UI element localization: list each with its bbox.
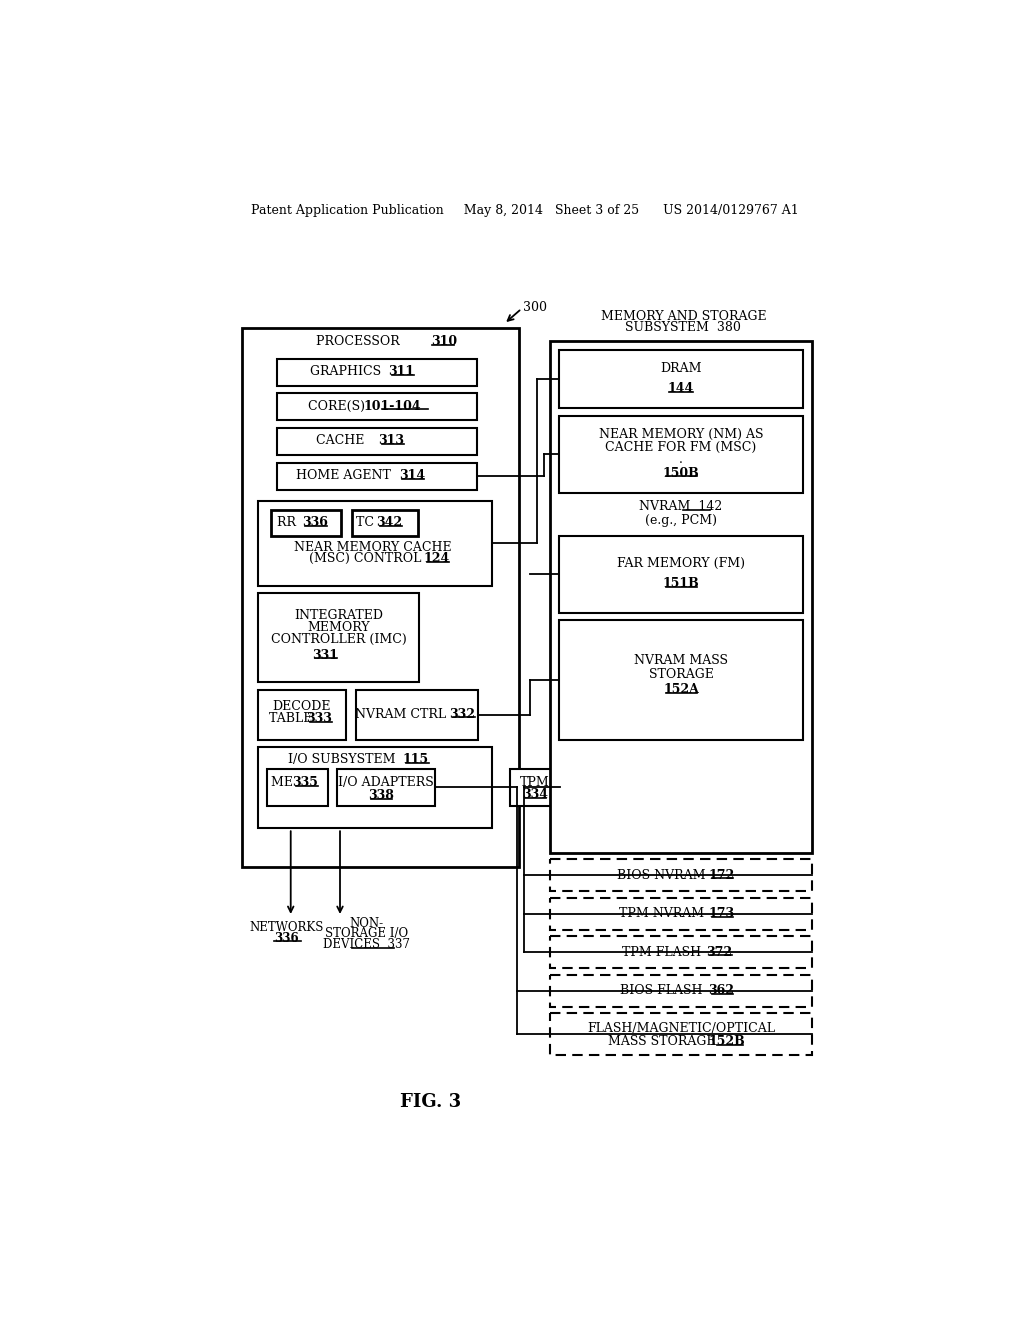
Bar xyxy=(267,770,329,807)
Text: 152B: 152B xyxy=(709,1035,745,1048)
Text: SUBSYSTEM  380: SUBSYSTEM 380 xyxy=(626,321,741,334)
Bar xyxy=(550,974,812,1007)
Text: 335: 335 xyxy=(293,776,318,789)
Text: STORAGE I/O: STORAGE I/O xyxy=(326,927,409,940)
Text: MEMORY AND STORAGE: MEMORY AND STORAGE xyxy=(601,310,766,323)
Text: 332: 332 xyxy=(450,708,475,721)
Bar xyxy=(550,936,812,969)
Text: 372: 372 xyxy=(707,945,733,958)
Bar xyxy=(550,859,812,891)
Text: TC: TC xyxy=(356,516,382,529)
Bar xyxy=(337,770,435,807)
Text: PROCESSOR: PROCESSOR xyxy=(315,335,408,348)
Bar xyxy=(271,511,341,536)
Text: NVRAM  142: NVRAM 142 xyxy=(639,500,723,513)
Text: 150B: 150B xyxy=(663,467,699,480)
Bar xyxy=(258,747,493,829)
Bar xyxy=(559,536,803,612)
Text: 152A: 152A xyxy=(664,684,699,696)
Text: 333: 333 xyxy=(306,713,332,726)
Text: (e.g., PCM): (e.g., PCM) xyxy=(645,513,717,527)
Text: TPM NVRAM: TPM NVRAM xyxy=(620,907,713,920)
Text: TPM: TPM xyxy=(520,776,550,789)
Text: 115: 115 xyxy=(402,754,428,767)
Bar xyxy=(352,511,418,536)
Text: NON-: NON- xyxy=(350,916,384,929)
Text: CORE(S): CORE(S) xyxy=(307,400,373,413)
Bar xyxy=(559,416,803,492)
Bar xyxy=(559,350,803,408)
Text: 172: 172 xyxy=(708,869,734,882)
Text: 338: 338 xyxy=(368,789,394,803)
Text: TABLE: TABLE xyxy=(269,713,321,726)
Text: 336: 336 xyxy=(302,516,328,529)
Text: GRAPHICS: GRAPHICS xyxy=(310,366,389,379)
Text: STORAGE: STORAGE xyxy=(648,668,714,681)
Bar xyxy=(276,393,477,420)
Text: NEAR MEMORY CACHE: NEAR MEMORY CACHE xyxy=(294,541,452,554)
Text: 144: 144 xyxy=(668,381,694,395)
Bar xyxy=(276,359,477,385)
Text: RR: RR xyxy=(278,516,304,529)
Bar xyxy=(550,1014,812,1056)
Bar xyxy=(258,502,493,586)
Text: NEAR MEMORY (NM) AS: NEAR MEMORY (NM) AS xyxy=(599,428,763,441)
Bar xyxy=(276,428,477,455)
Text: FAR MEMORY (FM): FAR MEMORY (FM) xyxy=(617,557,745,570)
Text: ME: ME xyxy=(271,776,301,789)
Text: CONTROLLER (IMC): CONTROLLER (IMC) xyxy=(270,634,407,647)
Text: FIG. 3: FIG. 3 xyxy=(400,1093,462,1110)
Text: TPM FLASH: TPM FLASH xyxy=(623,945,710,958)
Text: MASS STORAGE: MASS STORAGE xyxy=(608,1035,724,1048)
Text: CACHE FOR FM (MSC): CACHE FOR FM (MSC) xyxy=(605,441,757,454)
Text: 331: 331 xyxy=(312,648,338,661)
Text: 310: 310 xyxy=(431,335,457,348)
Text: HOME AGENT: HOME AGENT xyxy=(296,469,399,482)
Text: 342: 342 xyxy=(376,516,402,529)
Text: 362: 362 xyxy=(709,985,734,998)
Text: 151B: 151B xyxy=(663,577,699,590)
Bar xyxy=(258,689,346,739)
Bar xyxy=(510,770,560,807)
Bar xyxy=(550,898,812,929)
Text: INTEGRATED: INTEGRATED xyxy=(294,609,383,622)
Text: CACHE: CACHE xyxy=(316,434,373,447)
Text: DEVICES  337: DEVICES 337 xyxy=(324,939,411,952)
Bar xyxy=(258,594,419,682)
Text: 300: 300 xyxy=(523,301,547,314)
Text: I/O SUBSYSTEM: I/O SUBSYSTEM xyxy=(289,754,403,767)
Text: (MSC) CONTROL: (MSC) CONTROL xyxy=(309,552,429,565)
Text: MEMORY: MEMORY xyxy=(307,620,370,634)
Bar xyxy=(276,462,477,490)
Text: 311: 311 xyxy=(388,366,415,379)
Text: DECODE: DECODE xyxy=(272,700,331,713)
Bar xyxy=(356,689,478,739)
Text: 313: 313 xyxy=(378,434,403,447)
Text: BIOS FLASH: BIOS FLASH xyxy=(621,985,711,998)
Text: 124: 124 xyxy=(423,552,450,565)
Text: 336: 336 xyxy=(274,932,299,945)
Text: NVRAM MASS: NVRAM MASS xyxy=(634,653,728,667)
Text: DRAM: DRAM xyxy=(660,362,701,375)
Text: 334: 334 xyxy=(522,788,548,801)
Bar xyxy=(550,341,812,853)
Text: Patent Application Publication     May 8, 2014   Sheet 3 of 25      US 2014/0129: Patent Application Publication May 8, 20… xyxy=(251,205,799,218)
Text: 314: 314 xyxy=(399,469,425,482)
Text: .: . xyxy=(679,453,683,466)
Bar xyxy=(559,620,803,739)
Text: NVRAM CTRL: NVRAM CTRL xyxy=(355,708,455,721)
Text: 101-104: 101-104 xyxy=(364,400,421,413)
Text: BIOS NVRAM: BIOS NVRAM xyxy=(617,869,714,882)
Text: 173: 173 xyxy=(708,907,734,920)
Bar xyxy=(243,327,519,867)
Text: FLASH/MAGNETIC/OPTICAL: FLASH/MAGNETIC/OPTICAL xyxy=(587,1022,775,1035)
Text: NETWORKS: NETWORKS xyxy=(250,921,324,935)
Text: I/O ADAPTERS: I/O ADAPTERS xyxy=(338,776,434,789)
